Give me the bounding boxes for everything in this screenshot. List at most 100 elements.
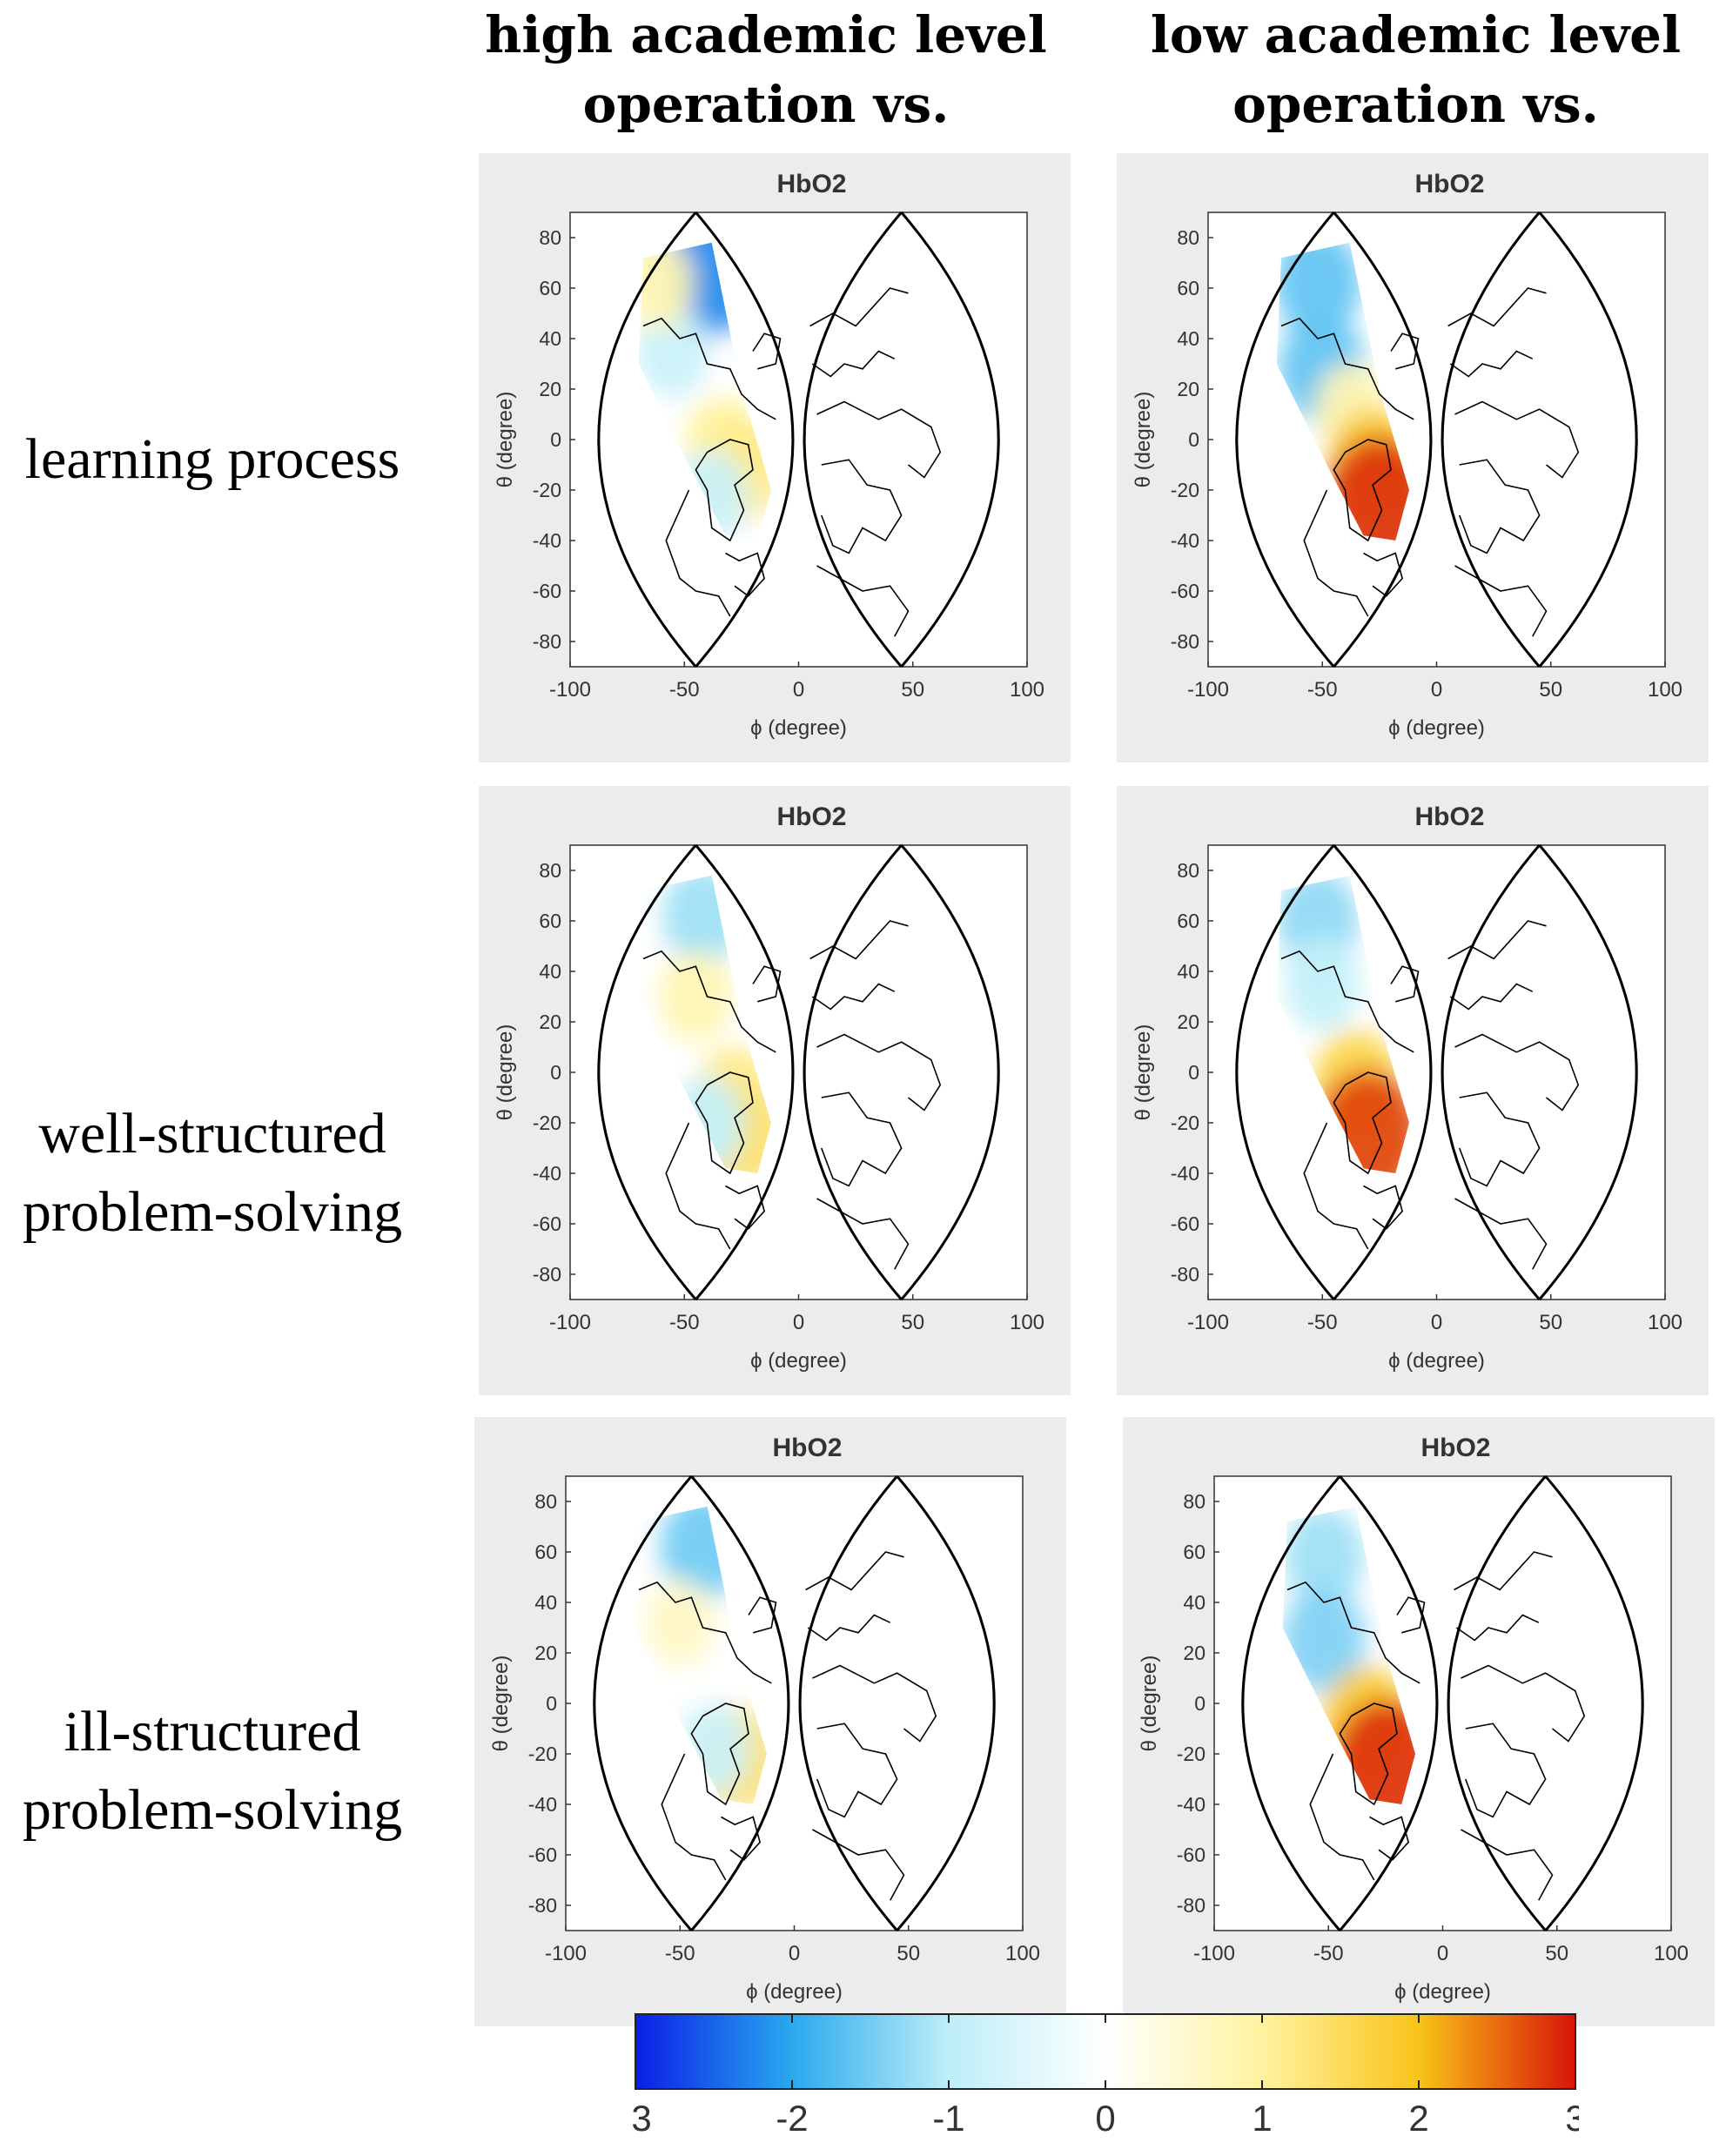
x-tick-label: 100 (1005, 1942, 1040, 1965)
heatmap-svg: HbO2 80 60 40 20 0 -20 -40 -60 -80 -100 -50 0 50 100 ϕ … (474, 1417, 1066, 2026)
x-tick-label: 100 (1010, 678, 1044, 702)
heatmap-svg: HbO2 80 60 40 20 0 -20 -40 -60 -80 -100 -50 0 50 100 ϕ … (1123, 1417, 1715, 2026)
row-label-well-structured: well-structured problem-solving (0, 1095, 425, 1252)
x-tick-label: 0 (1431, 1311, 1442, 1334)
chart-title: HbO2 (1420, 1434, 1490, 1462)
heatmap-panel: HbO2 80 60 40 20 0 -20 -40 -60 -80 -100 -50 0 50 100 ϕ … (1123, 1417, 1715, 2026)
colorbar-tick-label: 2 (1408, 2098, 1428, 2139)
y-tick-label: 40 (1183, 1591, 1206, 1614)
heatmap-panel: HbO2 80 60 40 20 0 -20 -40 -60 -80 -100 -50 0 50 100 ϕ … (479, 153, 1071, 762)
column-header-high-line1: high academic level (485, 5, 1047, 64)
y-tick-label: 60 (1177, 277, 1199, 299)
y-tick-label: 80 (1177, 859, 1199, 882)
column-header-low-line1: low academic level (1150, 5, 1682, 64)
x-tick-label: -100 (1187, 678, 1229, 702)
x-axis-label: ϕ (degree) (750, 1349, 847, 1373)
x-axis-label: ϕ (degree) (1394, 1980, 1491, 2004)
x-tick-label: 100 (1648, 678, 1682, 702)
chart-title: HbO2 (772, 1434, 842, 1462)
x-tick-label: 100 (1010, 1311, 1044, 1334)
y-tick-label: 60 (539, 277, 561, 299)
y-tick-label: -20 (1177, 1743, 1206, 1765)
y-tick-label: 40 (534, 1591, 557, 1614)
y-axis-label: θ (degree) (1132, 1024, 1155, 1121)
row-label-ill-structured: ill-structured problem-solving (0, 1693, 425, 1850)
y-tick-label: -60 (528, 1844, 557, 1866)
x-tick-label: -100 (1193, 1942, 1235, 1965)
y-tick-label: 80 (1183, 1490, 1206, 1513)
y-tick-label: -60 (1171, 580, 1199, 602)
chart-title: HbO2 (1414, 170, 1484, 198)
y-tick-label: 0 (546, 1692, 557, 1715)
y-tick-label: 20 (539, 1011, 561, 1033)
heatmap-svg: HbO2 80 60 40 20 0 -20 -40 -60 -80 -100 -50 0 50 100 ϕ … (479, 153, 1071, 762)
x-tick-label: -100 (545, 1942, 587, 1965)
y-tick-label: 40 (1177, 960, 1199, 983)
plot-area (565, 1475, 1024, 1931)
x-tick-label: -100 (549, 1311, 591, 1334)
heatmap-panel: HbO2 80 60 40 20 0 -20 -40 -60 -80 -100 -50 0 50 100 ϕ … (1117, 153, 1709, 762)
sulci-contours (642, 287, 942, 637)
y-tick-label: -40 (533, 1162, 561, 1185)
x-axis-label: ϕ (degree) (1388, 716, 1485, 740)
y-tick-label: -40 (528, 1793, 557, 1816)
x-tick-label: -100 (1187, 1311, 1229, 1334)
hemisphere-outline (597, 844, 1000, 1300)
y-tick-label: -80 (533, 630, 561, 653)
activation-blob (638, 242, 694, 329)
hemisphere-outline (593, 1475, 996, 1931)
y-tick-label: 0 (550, 1061, 561, 1084)
x-tick-label: -50 (669, 1311, 700, 1334)
heatmap-panel: HbO2 80 60 40 20 0 -20 -40 -60 -80 -100 -50 0 50 100 ϕ … (474, 1417, 1066, 2026)
y-tick-label: 20 (534, 1642, 557, 1664)
activation-blob (659, 950, 733, 1043)
y-tick-label: 60 (539, 910, 561, 932)
x-tick-label: 100 (1648, 1311, 1682, 1334)
colorbar-tick-label: 3 (1565, 2098, 1579, 2139)
y-tick-label: -80 (533, 1263, 561, 1286)
chart-title: HbO2 (1414, 803, 1484, 831)
y-tick-label: -40 (1177, 1793, 1206, 1816)
x-tick-label: -50 (1307, 678, 1338, 702)
x-tick-label: 0 (1431, 678, 1442, 702)
x-tick-label: 100 (1654, 1942, 1689, 1965)
x-tick-label: 50 (1539, 678, 1562, 702)
colorbar-gradient (635, 2013, 1576, 2090)
sulci-contours (642, 920, 942, 1270)
activation-blob (1285, 937, 1360, 1031)
x-tick-label: 50 (1539, 1311, 1562, 1334)
y-tick-label: -20 (1171, 479, 1199, 501)
plot-area (569, 844, 1028, 1300)
plot-area (1213, 1475, 1672, 1931)
x-tick-label: 0 (793, 1311, 804, 1334)
y-tick-label: -80 (1177, 1894, 1206, 1917)
y-tick-label: 60 (1183, 1541, 1206, 1563)
heatmap-svg: HbO2 80 60 40 20 0 -20 -40 -60 -80 -100 -50 0 50 100 ϕ … (1117, 786, 1709, 1395)
colorbar-tick-label: 0 (1095, 2098, 1115, 2139)
y-tick-label: 80 (539, 859, 561, 882)
colorbar-tick-label: -2 (776, 2098, 808, 2139)
y-tick-label: 0 (1188, 1061, 1199, 1084)
y-tick-label: 40 (1177, 327, 1199, 350)
y-tick-label: -60 (1177, 1844, 1206, 1866)
y-tick-label: 20 (1183, 1642, 1206, 1664)
chart-title: HbO2 (776, 803, 846, 831)
plot-area (1207, 844, 1666, 1300)
colorbar-tick-label: -3 (632, 2098, 652, 2139)
y-tick-label: -80 (528, 1894, 557, 1917)
y-tick-label: -60 (533, 1212, 561, 1235)
x-axis-label: ϕ (degree) (750, 716, 847, 740)
hemisphere-outline (1235, 844, 1638, 1300)
y-tick-label: -40 (1171, 529, 1199, 552)
heatmap-panel: HbO2 80 60 40 20 0 -20 -40 -60 -80 -100 -50 0 50 100 ϕ … (479, 786, 1071, 1395)
row-label-learning: learning process (0, 420, 425, 499)
colorbar: -3 -2 -1 0 1 2 3 (619, 2011, 1586, 2141)
chart-title: HbO2 (776, 170, 846, 198)
row-label-ill-line1: ill-structured (64, 1700, 361, 1763)
y-tick-label: -20 (1171, 1112, 1199, 1134)
y-tick-label: -20 (533, 1112, 561, 1134)
y-tick-label: 20 (539, 378, 561, 400)
x-tick-label: -50 (1307, 1311, 1338, 1334)
y-tick-label: 20 (1177, 1011, 1199, 1033)
y-tick-label: -60 (1171, 1212, 1199, 1235)
